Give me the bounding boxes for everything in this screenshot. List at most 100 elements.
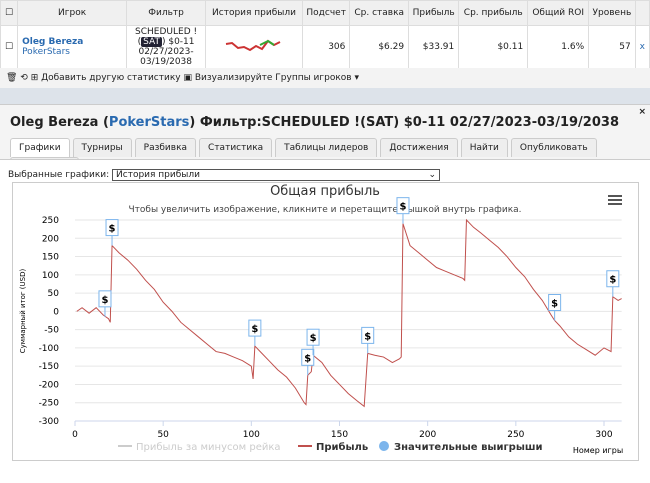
big-win-flag: $ xyxy=(248,319,262,347)
avg-stake: $6.29 xyxy=(349,25,410,69)
y-tick-label: 150 xyxy=(42,253,59,263)
flag-label: $ xyxy=(551,299,558,310)
x-tick-label: 150 xyxy=(331,430,348,440)
stats-table: ☐ Игрок Фильтр История прибыли Подсчет Ср. с… xyxy=(0,0,650,69)
header[interactable]: Прибыль xyxy=(408,0,460,26)
remove[interactable]: x xyxy=(634,25,650,69)
select[interactable]: История прибыли ⌄ xyxy=(112,169,441,181)
chart: Общая прибыль Чтобы увеличить изображени… xyxy=(12,182,639,461)
flag-box xyxy=(306,328,320,346)
profit: $33.91 xyxy=(408,25,460,69)
tab[interactable]: Достижения xyxy=(380,138,458,157)
y-tick-label: -250 xyxy=(39,399,60,409)
x-tick-label: 250 xyxy=(507,430,524,440)
legend-symbol xyxy=(379,441,389,451)
x-tick-label: 0 xyxy=(72,430,78,440)
filter-badge: SAT xyxy=(141,37,162,47)
y-tick-label: 200 xyxy=(42,234,59,244)
header[interactable]: Подсчет xyxy=(301,0,351,26)
big-win-flag: $ xyxy=(301,348,315,376)
legend-entry[interactable]: Прибыль xyxy=(316,441,368,453)
flag-box xyxy=(606,270,620,288)
sparkline-cell xyxy=(205,25,303,69)
big-win-flag: $ xyxy=(361,326,375,354)
flag-box xyxy=(98,290,112,308)
big-win-flag: $ xyxy=(396,197,410,224)
tab[interactable]: Разбивка xyxy=(134,138,197,157)
chart-subtitle: Чтобы увеличить изображение, кликните и … xyxy=(128,205,521,215)
count: 306 xyxy=(301,25,351,69)
chart-title: Общая прибыль xyxy=(270,184,380,199)
header[interactable]: История прибыли xyxy=(205,0,303,26)
big-win-flag: $ xyxy=(98,290,112,317)
room[interactable]: PokerStars xyxy=(22,47,70,57)
legend-entry[interactable]: Прибыль за минусом рейка xyxy=(136,442,281,453)
title-part: ) Фильтр:SCHEDULED !(SAT) $0-11 02/27/20… xyxy=(189,115,619,130)
legend-entry[interactable]: Значительные выигрыши xyxy=(394,442,543,453)
big-win-flag: $ xyxy=(548,294,562,321)
tab[interactable]: Найти xyxy=(460,138,508,157)
tab[interactable]: Турниры xyxy=(72,138,132,157)
header[interactable]: Общий ROI xyxy=(527,0,590,26)
tab[interactable]: Таблицы лидеров xyxy=(275,138,378,157)
flag-box xyxy=(548,294,562,311)
flag-label: $ xyxy=(364,331,371,342)
tabs: Графики Турниры Разбивка Статистика Таблицы … xyxy=(10,138,650,176)
flag-label: $ xyxy=(399,202,406,213)
header[interactable]: Фильтр xyxy=(126,0,207,26)
toolbar-button[interactable]: Группы игроков xyxy=(275,73,352,83)
big-win-flag: $ xyxy=(105,219,119,246)
flag-label: $ xyxy=(310,333,317,344)
y-tick-label: 50 xyxy=(48,289,60,299)
title-part: Oleg Bereza ( xyxy=(10,115,109,130)
flag-box xyxy=(361,326,375,344)
toolbar: 🗑 ⟲ ⊞ Добавить другую статистику ▣ Визуа… xyxy=(0,68,650,88)
avg-profit: $0.11 xyxy=(458,25,529,69)
filter-cell: SCHEDULED !(SAT) $0-11 02/27/2023-03/19/… xyxy=(126,25,207,69)
header[interactable]: Игрок xyxy=(17,0,128,26)
select-value: История прибыли xyxy=(116,170,201,180)
x-tick-label: 300 xyxy=(595,430,612,440)
toolbar-button[interactable]: Добавить другую статистику xyxy=(41,73,181,83)
y-tick-label: 250 xyxy=(42,216,59,226)
big-win-flag: $ xyxy=(606,270,620,297)
y-tick-label: -300 xyxy=(39,417,60,427)
toolbar-button[interactable]: Визуализируйте xyxy=(194,73,273,83)
flag-box xyxy=(396,197,410,215)
select-all[interactable]: ☐ xyxy=(0,0,19,26)
profit-line xyxy=(76,218,622,408)
header[interactable]: Ср. прибыль xyxy=(458,0,529,26)
header xyxy=(634,0,650,26)
tab-body: Выбранные графики: История прибыли ⌄ xyxy=(0,159,650,483)
player[interactable]: Oleg Bereza xyxy=(22,37,84,47)
roi: 1.6% xyxy=(527,25,590,69)
close[interactable]: × xyxy=(638,107,646,117)
big-win-flag: $ xyxy=(306,328,320,356)
x-tick-label: 200 xyxy=(419,430,436,440)
y-tick-label: -200 xyxy=(39,380,60,390)
header[interactable]: Уровень xyxy=(588,0,636,26)
level: 57 xyxy=(588,25,636,69)
tab[interactable]: Опубликовать xyxy=(510,138,597,157)
header[interactable]: Ср. ставка xyxy=(349,0,410,26)
spacer xyxy=(0,88,650,104)
y-tick-label: -150 xyxy=(39,362,60,372)
flag-box xyxy=(301,348,315,366)
y-tick-label: 0 xyxy=(53,307,59,317)
title-room[interactable]: PokerStars xyxy=(108,115,190,130)
x-tick-label: 100 xyxy=(243,430,260,440)
tab[interactable]: Статистика xyxy=(199,138,273,157)
y-tick-label: 100 xyxy=(42,271,59,281)
flag-label: $ xyxy=(101,295,108,306)
tab[interactable]: Графики xyxy=(10,138,70,157)
select-row: Выбранные графики: История прибыли ⌄ xyxy=(8,169,441,181)
panel-title: Oleg Bereza (PokerStars) Фильтр:SCHEDULE… xyxy=(10,115,619,130)
player-cell: Oleg Bereza PokerStars xyxy=(17,25,128,69)
flag-label: $ xyxy=(304,353,311,364)
flag-label: $ xyxy=(109,224,116,235)
flag-label: $ xyxy=(251,324,258,335)
filter: ) $0-11 02/27/2023-03/19/2038 xyxy=(138,37,195,67)
select-label: Выбранные графики: xyxy=(8,170,110,180)
row-select[interactable]: ☐ xyxy=(0,25,19,69)
